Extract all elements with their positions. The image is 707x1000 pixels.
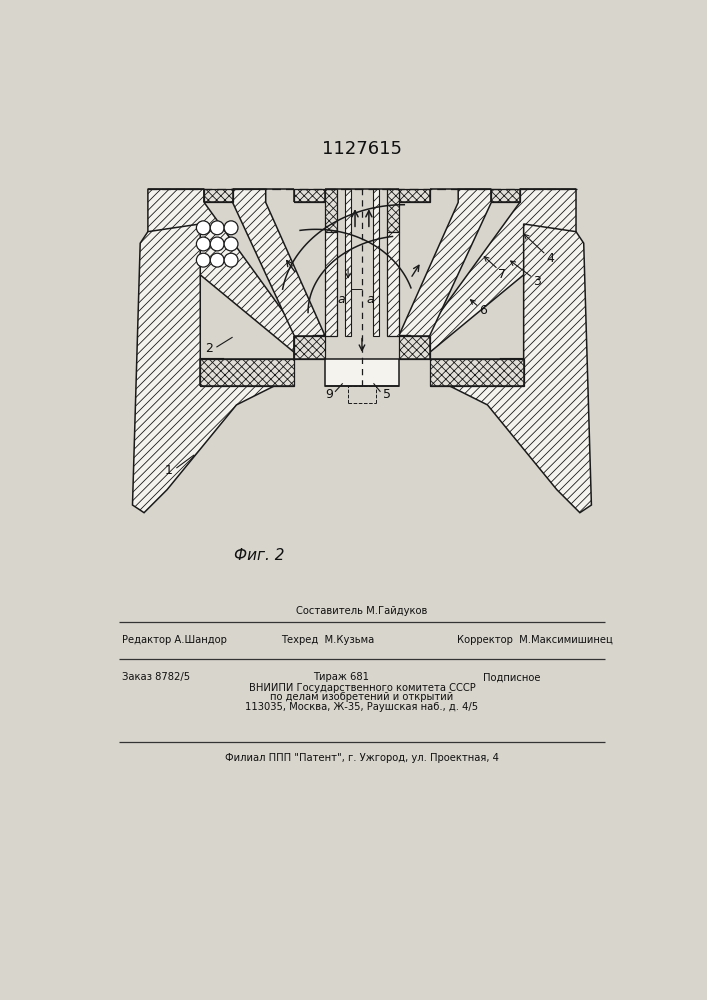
Text: Редактор А.Шандор: Редактор А.Шандор <box>122 635 228 645</box>
Text: Заказ 8782/5: Заказ 8782/5 <box>122 672 191 682</box>
Polygon shape <box>399 189 430 202</box>
Circle shape <box>224 237 238 251</box>
Circle shape <box>224 253 238 267</box>
Text: ВНИИПИ Государственного комитета СССР: ВНИИПИ Государственного комитета СССР <box>249 683 475 693</box>
Text: a: a <box>367 293 374 306</box>
Text: 7: 7 <box>498 267 506 280</box>
Polygon shape <box>399 189 491 359</box>
Polygon shape <box>325 232 337 336</box>
Polygon shape <box>132 224 275 513</box>
Text: a: a <box>337 293 345 306</box>
Polygon shape <box>148 189 317 359</box>
Text: по делам изобретений и открытий: по делам изобретений и открытий <box>270 692 454 702</box>
Polygon shape <box>204 189 233 202</box>
Text: Фиг. 2: Фиг. 2 <box>234 548 285 563</box>
Polygon shape <box>373 189 379 336</box>
Polygon shape <box>399 336 430 359</box>
Text: Составитель М.Гайдуков: Составитель М.Гайдуков <box>296 606 428 616</box>
Polygon shape <box>345 189 351 336</box>
Polygon shape <box>430 359 524 386</box>
Text: 5: 5 <box>382 388 390 401</box>
Polygon shape <box>200 359 294 386</box>
Text: 6: 6 <box>479 304 487 317</box>
Text: 3: 3 <box>533 275 541 288</box>
Text: 1: 1 <box>165 464 173 477</box>
Text: Тираж 681: Тираж 681 <box>313 672 370 682</box>
Polygon shape <box>233 189 325 359</box>
Polygon shape <box>387 232 399 336</box>
Polygon shape <box>491 189 520 202</box>
Text: Филиал ППП "Патент", г. Ужгород, ул. Проектная, 4: Филиал ППП "Патент", г. Ужгород, ул. Про… <box>225 753 499 763</box>
Text: Техред  М.Кузьма: Техред М.Кузьма <box>281 635 374 645</box>
Polygon shape <box>325 359 399 386</box>
Text: 113035, Москва, Ж-35, Раушская наб., д. 4/5: 113035, Москва, Ж-35, Раушская наб., д. … <box>245 702 479 712</box>
Text: Подписное: Подписное <box>483 672 540 682</box>
Polygon shape <box>407 189 576 359</box>
Circle shape <box>224 221 238 235</box>
Circle shape <box>210 253 224 267</box>
Circle shape <box>210 237 224 251</box>
Text: 4: 4 <box>547 252 554 265</box>
Polygon shape <box>449 224 592 513</box>
Polygon shape <box>294 189 325 202</box>
Text: 1127615: 1127615 <box>322 140 402 158</box>
Text: Корректор  М.Максимишинец: Корректор М.Максимишинец <box>457 635 612 645</box>
Polygon shape <box>294 336 325 359</box>
Circle shape <box>197 253 210 267</box>
Text: 2: 2 <box>206 342 214 355</box>
Circle shape <box>197 237 210 251</box>
Text: 9: 9 <box>325 388 333 401</box>
Polygon shape <box>325 189 337 232</box>
Circle shape <box>197 221 210 235</box>
Polygon shape <box>387 189 399 232</box>
Circle shape <box>210 221 224 235</box>
